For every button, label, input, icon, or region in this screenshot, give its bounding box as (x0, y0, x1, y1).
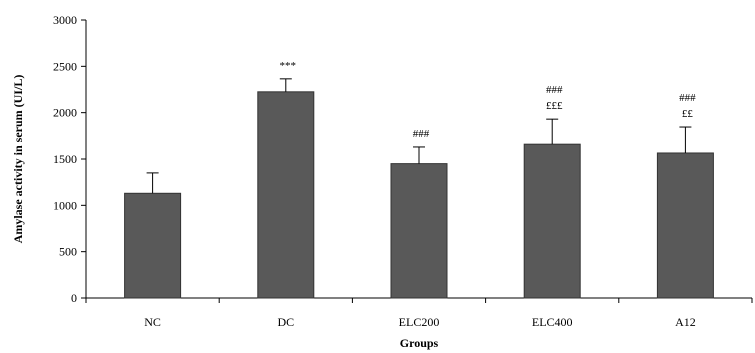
annotation-dc: *** (280, 60, 297, 72)
y-axis-title: Amylase activity in serum (UI/L) (11, 75, 25, 244)
y-axis-ticks: 0 500 1000 1500 2000 2500 3000 (53, 13, 86, 305)
x-axis-ticks: NC DC ELC200 ELC400 A12 (85, 298, 753, 329)
y-tick-label: 2500 (53, 59, 77, 73)
x-tick-label: ELC400 (532, 315, 573, 329)
annotation-a12: ### (679, 92, 696, 104)
bar-nc (124, 192, 182, 299)
x-tick-label: NC (144, 315, 161, 329)
bar-a12 (656, 152, 714, 299)
annotation-elc200: ### (413, 128, 430, 140)
x-axis-title: Groups (400, 336, 439, 350)
y-tick-label: 500 (59, 245, 77, 259)
x-tick-label: DC (277, 315, 294, 329)
y-tick-label: 0 (71, 291, 77, 305)
significance-annotations: *** ### ### £££ ### ££ (280, 60, 697, 140)
y-tick-label: 2000 (53, 106, 77, 120)
y-tick-label: 1000 (53, 198, 77, 212)
bar-elc200 (390, 163, 448, 299)
bars (124, 91, 714, 299)
error-bars (146, 78, 692, 194)
bar-elc400 (523, 143, 581, 299)
y-tick-label: 1500 (53, 152, 77, 166)
x-tick-label: A12 (675, 315, 696, 329)
bar-dc (257, 91, 315, 299)
x-tick-label: ELC200 (399, 315, 440, 329)
annotation-elc400: £££ (546, 100, 563, 112)
annotation-a12: ££ (682, 108, 694, 120)
annotation-elc400: ### (546, 84, 563, 96)
y-tick-label: 3000 (53, 13, 77, 27)
